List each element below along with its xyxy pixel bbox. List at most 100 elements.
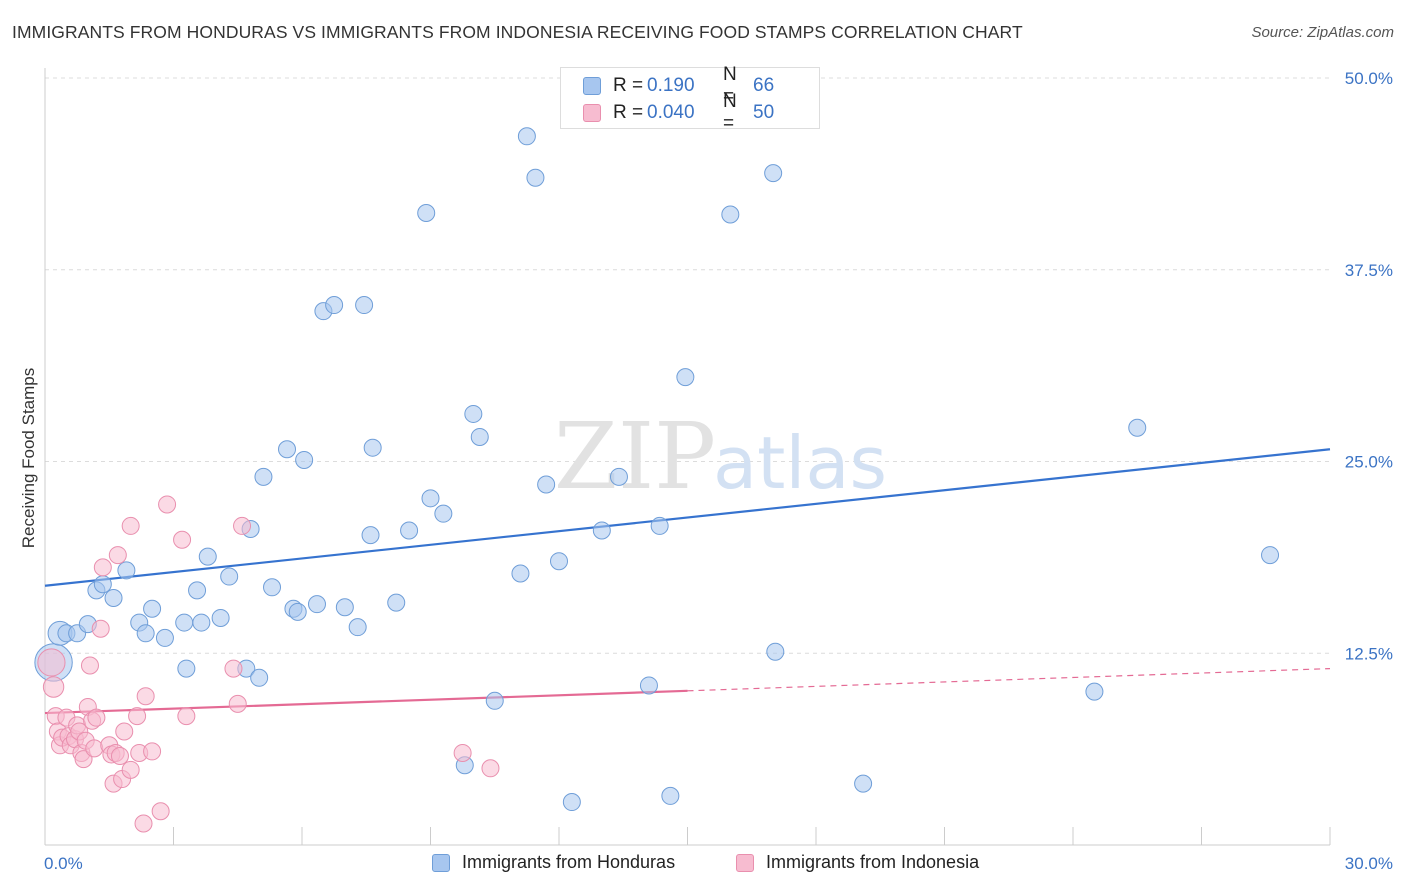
- legend-row-honduras: R = 0.190 N = 66: [583, 64, 775, 107]
- point-honduras: [192, 613, 211, 632]
- x-tick-label: 30.0%: [1345, 854, 1393, 873]
- point-honduras: [1085, 682, 1104, 701]
- point-honduras: [854, 774, 873, 793]
- point-honduras: [764, 164, 783, 183]
- point-honduras: [325, 296, 344, 315]
- point-honduras: [550, 552, 568, 571]
- point-honduras: [348, 618, 367, 637]
- point-honduras: [661, 786, 680, 805]
- point-honduras: [175, 613, 194, 632]
- legend-item-honduras[interactable]: Immigrants from Honduras: [432, 852, 675, 873]
- point-honduras: [766, 642, 785, 661]
- point-honduras: [188, 581, 207, 600]
- point-honduras: [434, 504, 453, 523]
- point-honduras: [421, 489, 440, 508]
- point-honduras: [288, 602, 307, 621]
- point-indonesia: [143, 742, 162, 761]
- point-indonesia: [177, 707, 196, 726]
- point-honduras: [464, 404, 483, 423]
- point-honduras: [177, 659, 196, 678]
- point-indonesia: [110, 747, 129, 766]
- point-honduras: [387, 593, 406, 612]
- point-honduras: [250, 668, 269, 687]
- point-honduras: [361, 526, 380, 545]
- point-honduras: [400, 521, 419, 540]
- gridlines: [45, 77, 1330, 654]
- point-honduras: [335, 598, 354, 617]
- point-honduras: [526, 168, 545, 187]
- point-indonesia: [121, 760, 140, 779]
- y-tick-label: 50.0%: [1345, 69, 1393, 88]
- point-honduras: [254, 467, 273, 486]
- point-indonesia: [134, 814, 153, 833]
- point-honduras: [676, 368, 695, 387]
- point-honduras: [136, 624, 155, 643]
- point-honduras: [155, 628, 174, 647]
- axes: [44, 68, 1331, 846]
- data-points: [34, 127, 1280, 833]
- point-honduras: [295, 450, 314, 469]
- point-honduras: [355, 296, 374, 315]
- x-tick-label: 0.0%: [44, 854, 83, 873]
- point-honduras: [485, 691, 504, 710]
- point-honduras: [211, 608, 230, 627]
- r-value: 0.190: [647, 75, 695, 96]
- n-value: 66: [753, 75, 775, 96]
- n-value: 50: [753, 102, 775, 123]
- point-indonesia: [80, 656, 99, 675]
- point-indonesia: [91, 619, 110, 638]
- point-indonesia: [228, 694, 247, 713]
- point-indonesia: [233, 516, 252, 535]
- point-indonesia: [121, 516, 140, 535]
- point-indonesia: [108, 546, 127, 565]
- point-indonesia: [37, 648, 66, 677]
- legend-label-honduras: Immigrants from Honduras: [462, 852, 676, 872]
- point-indonesia: [453, 743, 472, 762]
- point-honduras: [470, 427, 489, 446]
- point-honduras: [592, 521, 611, 540]
- r-label: R =: [613, 75, 644, 96]
- point-honduras: [1261, 546, 1280, 565]
- point-honduras: [511, 564, 530, 583]
- point-indonesia: [151, 802, 170, 821]
- legend-swatch-honduras: [583, 77, 601, 95]
- y-axis-label: Receiving Food Stamps: [19, 368, 38, 548]
- point-indonesia: [224, 659, 243, 678]
- point-honduras: [278, 440, 297, 459]
- point-honduras: [1128, 418, 1147, 437]
- point-honduras: [220, 567, 239, 586]
- point-indonesia: [158, 495, 177, 514]
- point-indonesia: [87, 708, 106, 727]
- r-label: R =: [613, 102, 644, 123]
- point-honduras: [263, 578, 282, 597]
- y-tick-label: 25.0%: [1345, 453, 1393, 472]
- trend-line-indonesia: [44, 689, 688, 715]
- point-honduras: [650, 516, 669, 535]
- source-label: Source: ZipAtlas.com: [1251, 24, 1394, 41]
- series-legend: Immigrants from Honduras Immigrants from…: [0, 852, 1406, 876]
- point-honduras: [93, 575, 112, 594]
- point-indonesia: [481, 759, 500, 778]
- point-honduras: [517, 127, 536, 146]
- trend-line-honduras: [44, 448, 1331, 587]
- correlation-legend: R = 0.190 N = 66 R = 0.040 N = 50: [560, 64, 820, 134]
- point-indonesia: [85, 739, 104, 758]
- point-honduras: [307, 595, 326, 614]
- legend-swatch-indonesia: [736, 853, 754, 872]
- n-label: N =: [723, 64, 737, 107]
- point-indonesia: [173, 530, 192, 549]
- y-tick-label: 37.5%: [1345, 261, 1393, 280]
- watermark-zip: ZIP: [554, 403, 716, 510]
- point-honduras: [609, 467, 628, 486]
- watermark-atlas: atlas: [713, 421, 887, 505]
- legend-item-indonesia[interactable]: Immigrants from Indonesia: [736, 852, 979, 873]
- point-honduras: [537, 475, 556, 494]
- tick-labels: 12.5% 25.0% 37.5% 50.0% 0.0% 30.0%: [44, 69, 1393, 873]
- point-indonesia: [115, 722, 134, 741]
- point-indonesia: [74, 750, 93, 769]
- point-honduras: [117, 561, 136, 580]
- point-honduras: [143, 599, 162, 618]
- point-honduras: [104, 589, 123, 608]
- chart-title: IMMIGRANTS FROM HONDURAS VS IMMIGRANTS F…: [12, 22, 1023, 42]
